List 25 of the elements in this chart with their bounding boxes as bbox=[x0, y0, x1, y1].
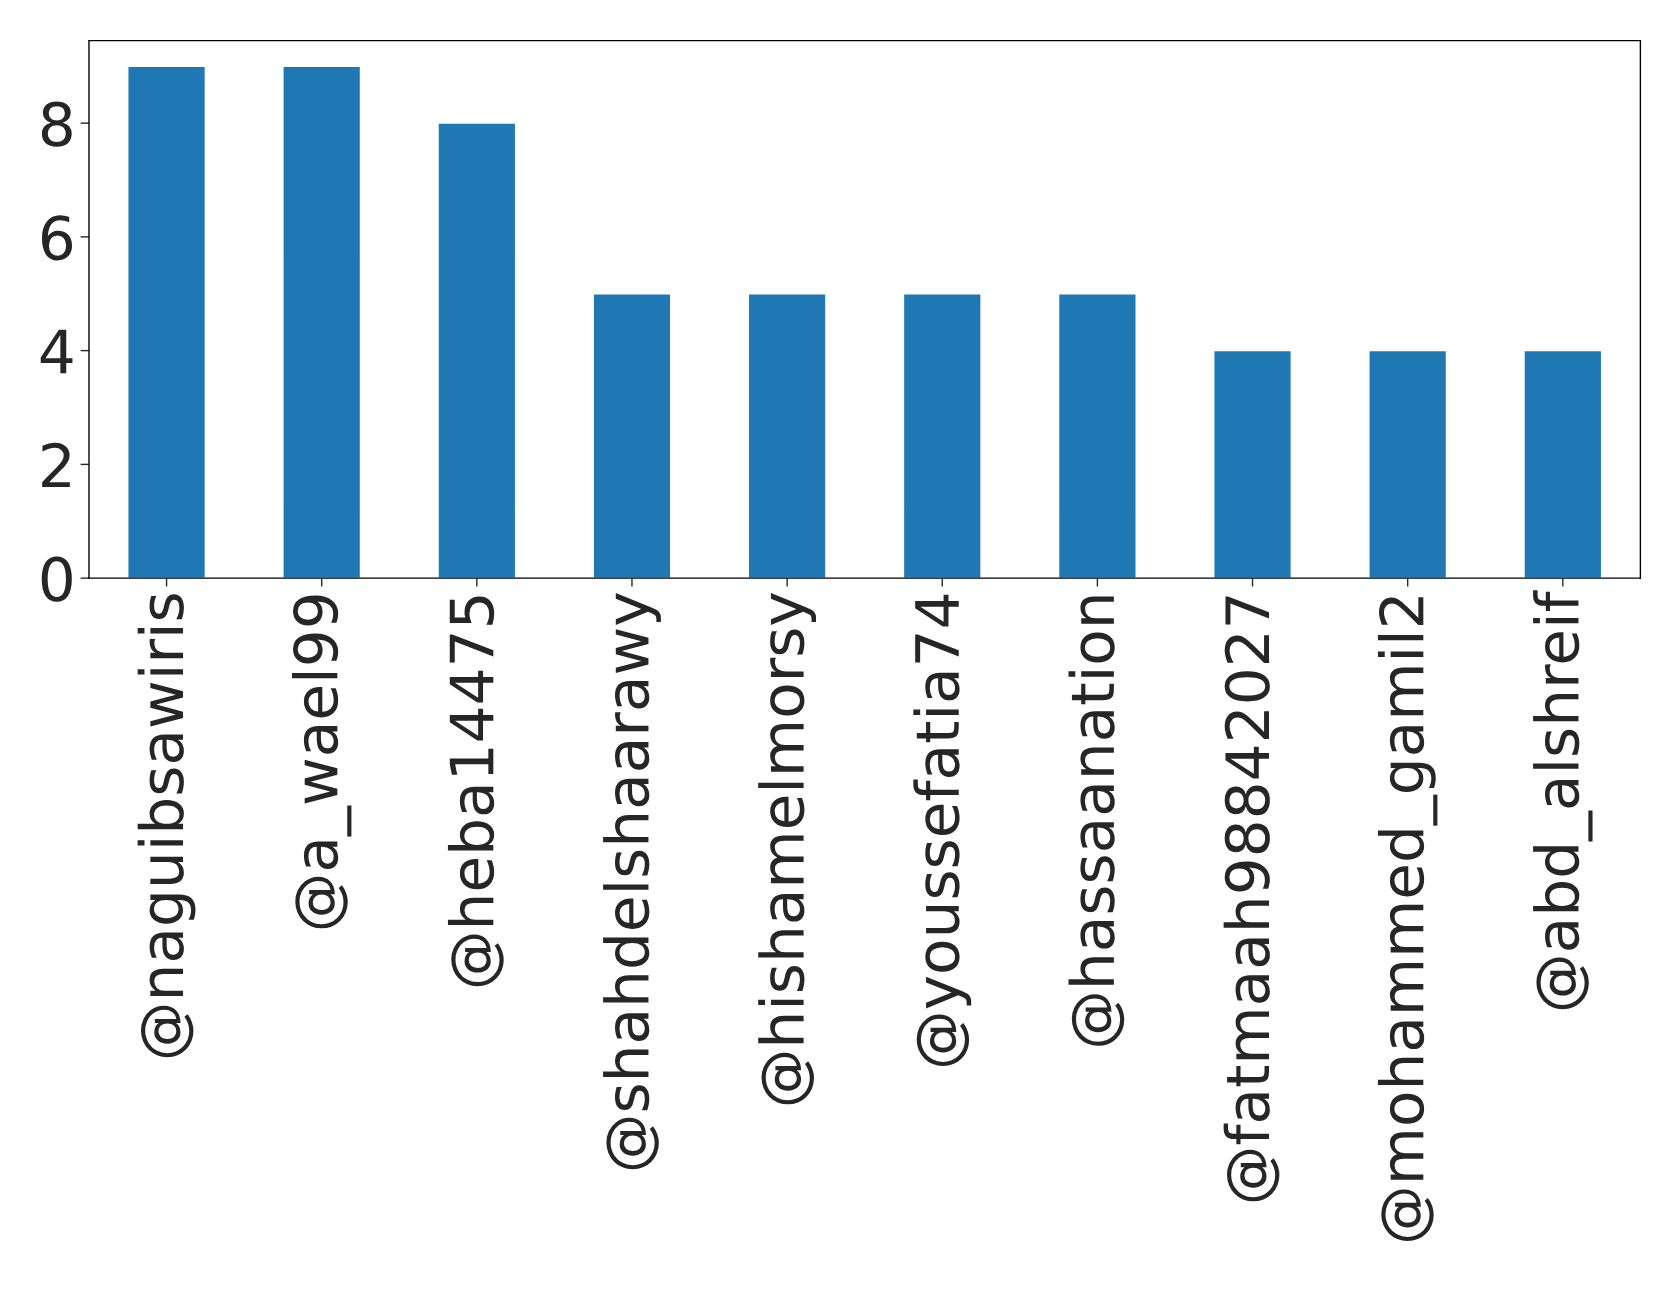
bar bbox=[747, 293, 827, 579]
x-tick-label: @youssefatia74 bbox=[913, 594, 972, 1067]
bar bbox=[592, 293, 672, 579]
y-tick-label: 0 bbox=[41, 556, 72, 602]
x-tick-label: @hassaanation bbox=[1068, 596, 1125, 1046]
bar bbox=[1368, 349, 1448, 579]
y-tick-label: 6 bbox=[41, 215, 73, 261]
x-tick-label: @mohammed_gamil2 bbox=[1377, 597, 1438, 1242]
bar bbox=[1057, 293, 1137, 579]
x-tick-label: @a_wael99 bbox=[291, 595, 352, 929]
x-tick-label: @heba14475 bbox=[447, 596, 504, 987]
bar bbox=[437, 122, 517, 579]
x-tick-label: @hishamelmorsy bbox=[758, 593, 817, 1105]
bar bbox=[902, 293, 982, 579]
x-tick-label: @naguibsawiris bbox=[137, 594, 196, 1058]
y-tick-label: 2 bbox=[42, 442, 70, 488]
y-tick-label: 4 bbox=[40, 329, 73, 374]
bar bbox=[1523, 349, 1603, 579]
y-tick-label: 8 bbox=[41, 101, 72, 147]
x-tick-label: @fatmaah98842027 bbox=[1223, 596, 1280, 1202]
bar bbox=[127, 65, 207, 579]
bar bbox=[1213, 349, 1293, 579]
bar bbox=[282, 65, 362, 579]
x-tick-label: @shahdelshaarawy bbox=[603, 593, 661, 1170]
x-tick-label: @abd_alshreif bbox=[1533, 590, 1593, 1010]
